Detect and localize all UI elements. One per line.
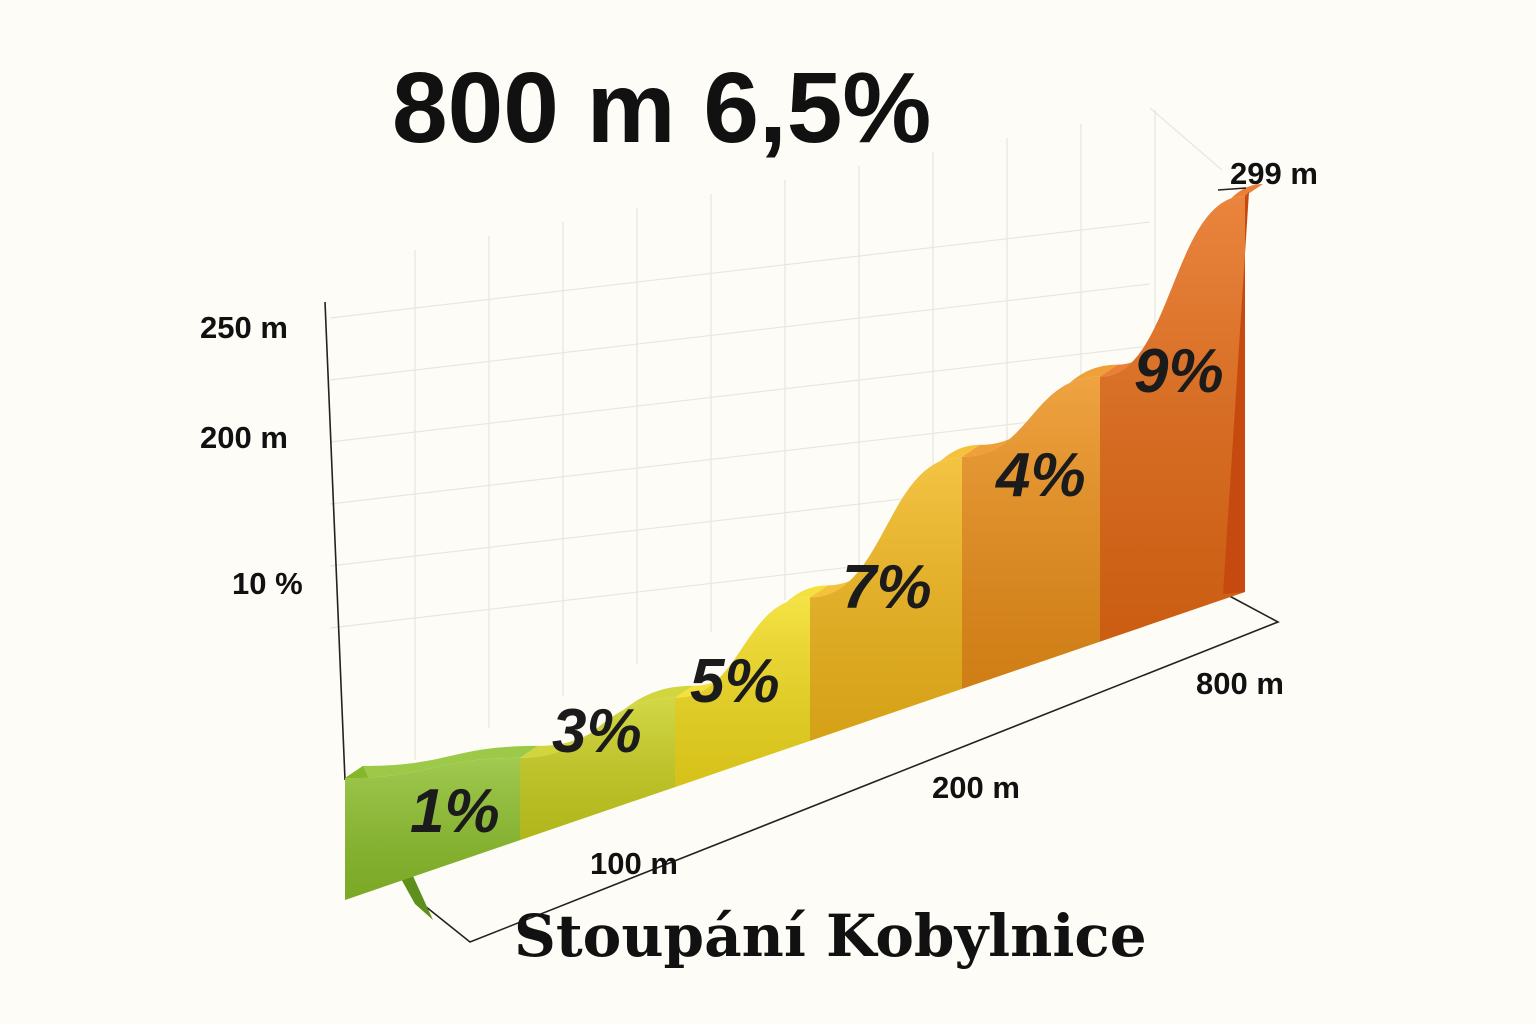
segment-shading <box>962 376 1100 689</box>
segment-label-4: 7% <box>842 553 932 622</box>
segment-label-2: 3% <box>552 697 642 766</box>
y-tick-label-200: 200 m <box>200 420 288 455</box>
summit-leader-line <box>1217 187 1247 191</box>
segment-shading <box>520 697 675 841</box>
climb-title: Stoupání Kobylnice <box>514 902 1147 970</box>
segment-label-5: 4% <box>994 441 1086 510</box>
segment-label-6: 9% <box>1134 337 1224 406</box>
summit-elevation-label: 299 m <box>1230 156 1318 191</box>
grid-horizontal-line <box>329 407 1151 505</box>
y-tick-label-250: 250 m <box>200 310 288 345</box>
profile-top-surface <box>345 745 538 778</box>
grid-horizontal-line <box>329 345 1151 443</box>
segment-shading <box>345 757 520 900</box>
segment-labels: 1% 3% 5% 7% 4% 9% <box>410 337 1224 846</box>
headline-stats: 800 m 6,5% <box>392 52 931 164</box>
segment-shading <box>675 597 810 788</box>
segment-label-1: 1% <box>410 777 500 846</box>
segment-shading <box>1100 196 1245 642</box>
profile-end-face <box>1223 192 1249 594</box>
y-axis-line <box>324 301 346 781</box>
x-axis-line <box>414 591 1280 943</box>
segment-label-3: 5% <box>690 647 780 716</box>
x-tick-label-200: 200 m <box>932 770 1020 805</box>
background-grid <box>329 107 1223 760</box>
axes <box>324 301 1280 943</box>
grid-horizontal-line <box>329 283 1151 381</box>
segment-shading <box>810 456 962 741</box>
elevation-profile <box>345 184 1263 920</box>
grid-edge-line <box>1149 107 1223 171</box>
y-tick-label-10pct: 10 % <box>232 566 303 601</box>
grid-horizontal-line <box>329 221 1151 319</box>
x-tick-label-100: 100 m <box>590 846 678 881</box>
x-tick-label-800: 800 m <box>1196 666 1284 701</box>
